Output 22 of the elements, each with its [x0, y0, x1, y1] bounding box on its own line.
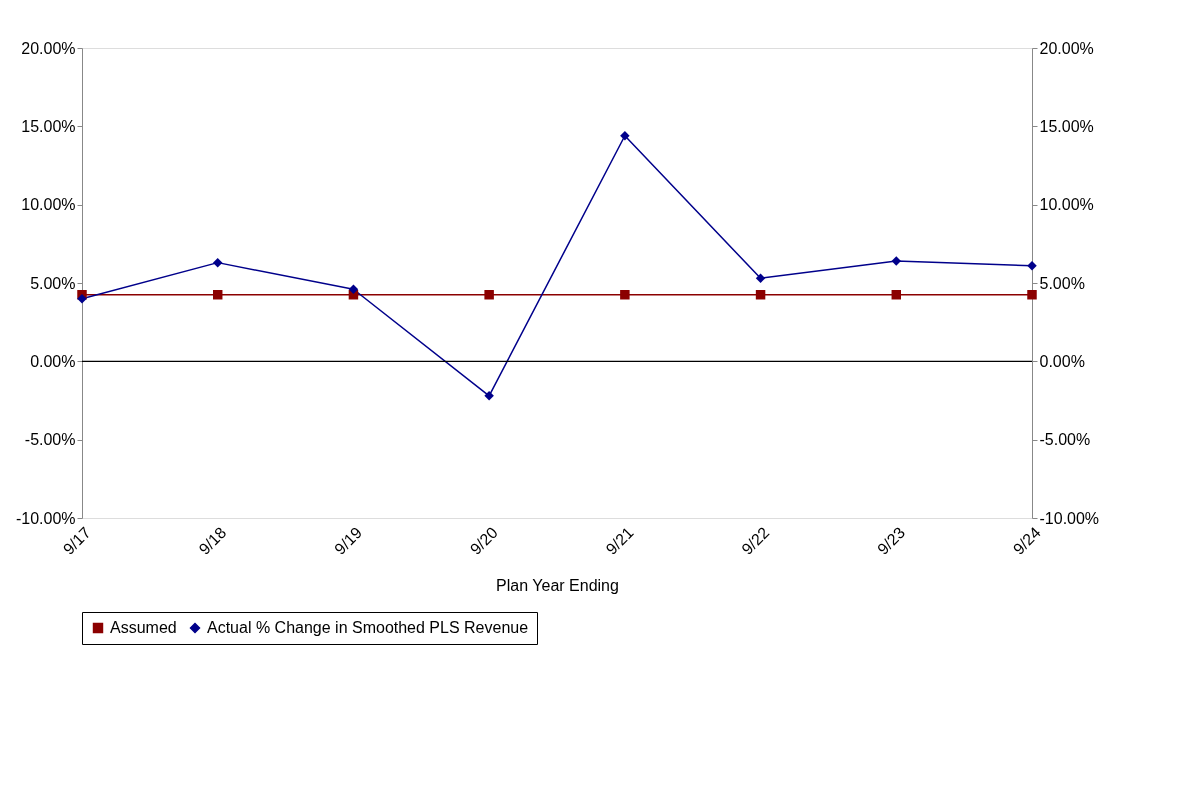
x-tick-label: 9/22 — [738, 523, 773, 558]
x-tick-label: 9/23 — [874, 523, 909, 558]
x-tick-label: 9/21 — [602, 523, 637, 558]
x-axis-title: Plan Year Ending — [496, 576, 619, 594]
y2-tick-label: -5.00% — [1039, 431, 1091, 449]
legend-label: Assumed — [110, 619, 177, 636]
y-tick-label: -10.00% — [15, 509, 76, 527]
y-tick-label: -5.00% — [24, 431, 76, 449]
y-tick-label: 5.00% — [30, 274, 76, 292]
x-tick-label: 9/19 — [331, 523, 366, 558]
legend-label: Actual % Change in Smoothed PLS Revenue — [207, 619, 529, 636]
y2-tick-label: 10.00% — [1039, 196, 1094, 214]
x-tick-label: 9/20 — [466, 523, 502, 558]
y2-tick-label: 15.00% — [1039, 117, 1094, 135]
y2-tick-label: 0.00% — [1039, 352, 1085, 370]
x-tick-label: 9/18 — [195, 523, 230, 558]
y-tick-label: 15.00% — [21, 117, 76, 135]
y2-tick-label: 5.00% — [1039, 274, 1085, 292]
y2-tick-label: 20.00% — [1039, 39, 1094, 57]
y-tick-label: 10.00% — [21, 196, 76, 214]
y-tick-label: 0.00% — [30, 352, 76, 370]
y-tick-label: 20.00% — [21, 39, 76, 57]
